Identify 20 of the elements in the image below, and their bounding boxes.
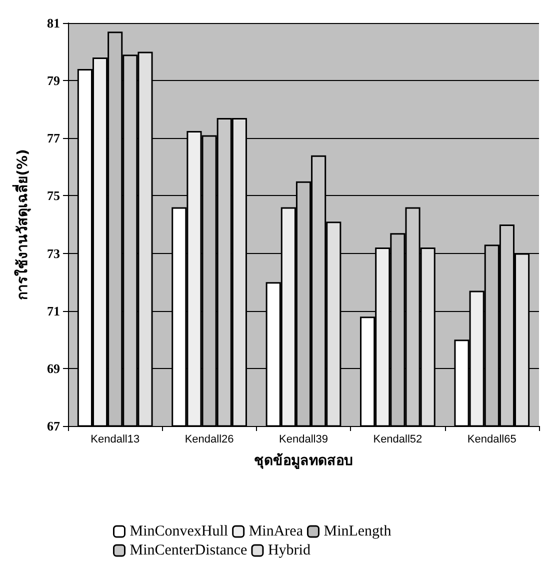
x-tick-label: Kendall39 xyxy=(279,434,328,446)
legend-label: MinArea xyxy=(248,524,304,540)
legend-label: MinLength xyxy=(324,524,392,540)
y-tick-label: 69 xyxy=(47,360,60,376)
y-tick-label: 73 xyxy=(47,246,60,261)
y-tick-label: 77 xyxy=(47,130,60,146)
x-tick-label: Kendall52 xyxy=(373,434,422,446)
legend-label: MinCenterDistance xyxy=(130,542,248,558)
legend-label: MinConvexHull xyxy=(130,524,228,540)
y-tick-label: 75 xyxy=(47,188,60,204)
x-tick-label: Kendall65 xyxy=(467,434,516,446)
x-tick-label: Kendall26 xyxy=(184,434,234,446)
y-tick-label: 79 xyxy=(47,73,60,88)
y-tick-label: 71 xyxy=(47,303,60,318)
x-tick-label: Kendall13 xyxy=(90,434,140,446)
y-tick-label: 81 xyxy=(47,16,60,30)
y-axis-title: การใช้งานวัสดุเฉลี่ย(%) xyxy=(12,149,31,300)
y-tick-label: 67 xyxy=(47,418,60,434)
x-axis-title: ชุดข้อมูลทดสอบ xyxy=(254,453,353,469)
legend-label: Hybrid xyxy=(268,542,311,558)
